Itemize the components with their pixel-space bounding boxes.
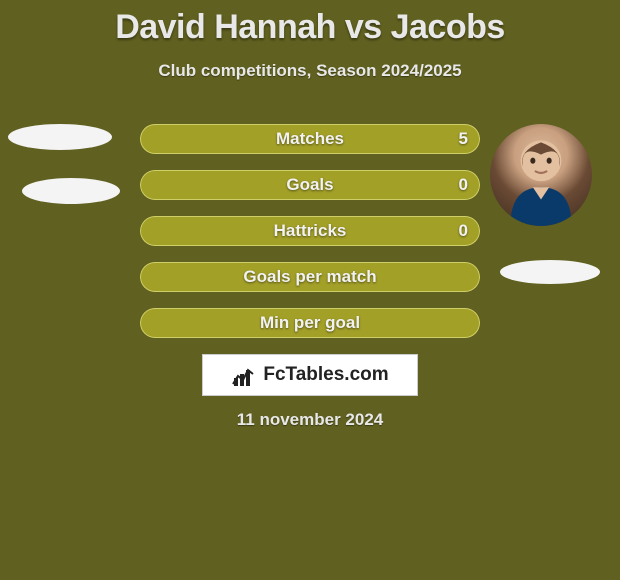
logo-box: FcTables.com [202, 354, 418, 396]
stat-bars: Matches5Goals0Hattricks0Goals per matchM… [140, 124, 480, 354]
right-player-avatar [490, 124, 592, 226]
person-icon [490, 124, 592, 226]
date-text: 11 november 2024 [0, 410, 620, 430]
stat-label: Min per goal [140, 308, 480, 338]
stat-row: Min per goal [140, 308, 480, 338]
right-player-ellipse [500, 260, 600, 284]
stat-label: Goals per match [140, 262, 480, 292]
chart-icon [231, 362, 257, 388]
stat-row: Matches5 [140, 124, 480, 154]
left-player-ellipse-1 [8, 124, 112, 150]
stat-label: Hattricks [140, 216, 480, 246]
stat-row: Goals0 [140, 170, 480, 200]
stat-value-right: 5 [459, 124, 468, 154]
stat-value-right: 0 [459, 170, 468, 200]
stat-value-right: 0 [459, 216, 468, 246]
page-subtitle: Club competitions, Season 2024/2025 [0, 61, 620, 81]
page-title: David Hannah vs Jacobs [0, 0, 620, 47]
stat-label: Goals [140, 170, 480, 200]
stat-row: Goals per match [140, 262, 480, 292]
stat-label: Matches [140, 124, 480, 154]
left-player-ellipse-2 [22, 178, 120, 204]
stat-row: Hattricks0 [140, 216, 480, 246]
logo-text: FcTables.com [263, 364, 388, 386]
